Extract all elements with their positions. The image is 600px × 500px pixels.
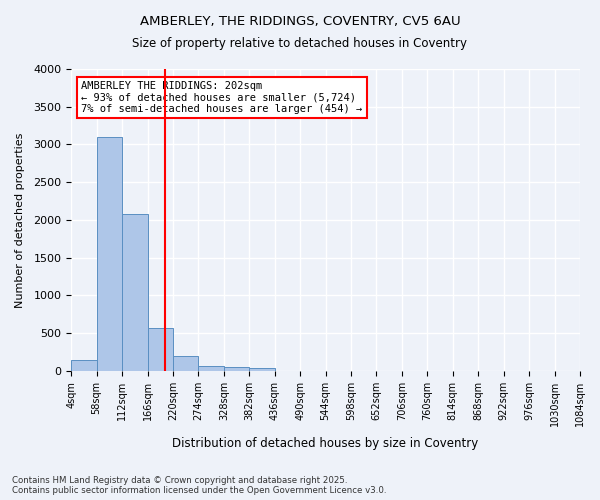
Bar: [173, 356, 199, 371]
Y-axis label: Number of detached properties: Number of detached properties: [15, 132, 25, 308]
X-axis label: Distribution of detached houses by size in Coventry: Distribution of detached houses by size …: [172, 437, 479, 450]
Text: Size of property relative to detached houses in Coventry: Size of property relative to detached ho…: [133, 38, 467, 51]
Text: AMBERLEY, THE RIDDINGS, COVENTRY, CV5 6AU: AMBERLEY, THE RIDDINGS, COVENTRY, CV5 6A…: [140, 15, 460, 28]
Bar: [224, 367, 249, 371]
Bar: [148, 328, 173, 371]
Bar: [199, 366, 224, 371]
Text: Contains HM Land Registry data © Crown copyright and database right 2025.
Contai: Contains HM Land Registry data © Crown c…: [12, 476, 386, 495]
Bar: [71, 360, 97, 371]
Text: AMBERLEY THE RIDDINGS: 202sqm
← 93% of detached houses are smaller (5,724)
7% of: AMBERLEY THE RIDDINGS: 202sqm ← 93% of d…: [82, 81, 362, 114]
Bar: [97, 137, 122, 371]
Bar: [249, 368, 275, 371]
Bar: [122, 214, 148, 371]
